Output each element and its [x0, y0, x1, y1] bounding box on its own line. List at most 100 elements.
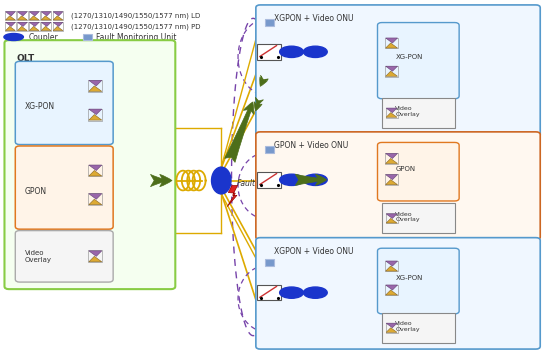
- Polygon shape: [89, 165, 102, 171]
- Text: (1270/1310/1490/1550/1577 nm) LD: (1270/1310/1490/1550/1577 nm) LD: [71, 13, 200, 19]
- Polygon shape: [385, 175, 397, 179]
- Polygon shape: [385, 38, 397, 43]
- Polygon shape: [385, 43, 397, 48]
- Text: Coupler: Coupler: [29, 33, 59, 41]
- Polygon shape: [5, 27, 15, 30]
- Bar: [257, 44, 281, 59]
- Bar: [5, 11, 16, 20]
- Text: OLT: OLT: [17, 54, 35, 63]
- Polygon shape: [5, 16, 15, 20]
- Polygon shape: [386, 108, 397, 113]
- Bar: [83, 34, 92, 40]
- FancyBboxPatch shape: [15, 230, 113, 282]
- FancyBboxPatch shape: [377, 248, 459, 314]
- Polygon shape: [89, 171, 102, 176]
- Polygon shape: [385, 266, 397, 271]
- Polygon shape: [227, 185, 237, 207]
- FancyBboxPatch shape: [15, 61, 113, 144]
- Bar: [17, 11, 28, 20]
- FancyBboxPatch shape: [377, 142, 459, 201]
- FancyBboxPatch shape: [15, 146, 113, 229]
- Bar: [41, 22, 51, 31]
- Polygon shape: [386, 328, 397, 332]
- Polygon shape: [89, 251, 102, 256]
- Text: Fault: Fault: [236, 179, 255, 188]
- Bar: [5, 22, 16, 31]
- Text: WDM Filter and Interface: WDM Filter and Interface: [29, 40, 124, 49]
- Polygon shape: [17, 27, 27, 30]
- Polygon shape: [17, 22, 27, 27]
- Polygon shape: [89, 109, 102, 115]
- Polygon shape: [41, 27, 51, 30]
- Polygon shape: [385, 71, 397, 76]
- Bar: [29, 11, 40, 20]
- Text: XG-PON: XG-PON: [25, 102, 55, 111]
- Polygon shape: [89, 194, 102, 199]
- Text: (1270/1310/1490/1550/1577 nm) PD: (1270/1310/1490/1550/1577 nm) PD: [71, 23, 201, 30]
- Bar: [382, 204, 455, 233]
- FancyBboxPatch shape: [256, 132, 540, 240]
- Polygon shape: [385, 261, 397, 266]
- Polygon shape: [385, 179, 397, 185]
- Bar: [385, 261, 398, 272]
- Text: XGPON + Video ONU: XGPON + Video ONU: [274, 14, 353, 23]
- Ellipse shape: [304, 174, 327, 185]
- Text: Fault Monitoring Unit: Fault Monitoring Unit: [96, 33, 177, 41]
- Polygon shape: [89, 80, 102, 86]
- Text: Video
Overlay: Video Overlay: [25, 250, 52, 263]
- Bar: [382, 98, 455, 128]
- Polygon shape: [385, 290, 397, 295]
- Polygon shape: [53, 22, 63, 27]
- Bar: [257, 172, 281, 188]
- Ellipse shape: [304, 46, 327, 57]
- Bar: [385, 174, 398, 185]
- Polygon shape: [53, 27, 63, 30]
- Polygon shape: [386, 323, 397, 328]
- Polygon shape: [17, 12, 27, 16]
- Ellipse shape: [304, 287, 327, 298]
- Bar: [257, 285, 281, 301]
- Polygon shape: [89, 115, 102, 120]
- Text: Video
Overlay: Video Overlay: [395, 321, 420, 332]
- Polygon shape: [29, 16, 39, 20]
- Bar: [385, 323, 397, 333]
- Text: XG-PON: XG-PON: [395, 275, 423, 281]
- Polygon shape: [386, 214, 397, 218]
- Polygon shape: [386, 218, 397, 223]
- Polygon shape: [89, 199, 102, 205]
- Polygon shape: [5, 12, 15, 16]
- Bar: [264, 259, 274, 266]
- Text: GPON + Video ONU: GPON + Video ONU: [274, 141, 348, 150]
- Polygon shape: [29, 27, 39, 30]
- Text: Video
Overlay: Video Overlay: [395, 106, 420, 116]
- Bar: [53, 11, 63, 20]
- Ellipse shape: [280, 174, 304, 185]
- Bar: [88, 193, 102, 205]
- Polygon shape: [41, 12, 51, 16]
- Polygon shape: [29, 12, 39, 16]
- FancyBboxPatch shape: [4, 40, 175, 289]
- FancyBboxPatch shape: [256, 238, 540, 349]
- Bar: [385, 213, 397, 223]
- Bar: [53, 22, 63, 31]
- Polygon shape: [89, 256, 102, 262]
- Text: Video
Overlay: Video Overlay: [395, 212, 420, 222]
- Bar: [29, 22, 40, 31]
- Text: GPON: GPON: [395, 166, 416, 172]
- Polygon shape: [385, 159, 397, 164]
- Text: XG-PON: XG-PON: [395, 54, 423, 60]
- Ellipse shape: [4, 34, 23, 41]
- FancyBboxPatch shape: [377, 23, 459, 99]
- Polygon shape: [17, 16, 27, 20]
- Ellipse shape: [211, 167, 231, 194]
- Bar: [385, 285, 398, 296]
- Bar: [41, 11, 51, 20]
- Ellipse shape: [280, 287, 304, 298]
- Polygon shape: [385, 285, 397, 290]
- Bar: [385, 66, 398, 77]
- Bar: [88, 165, 102, 176]
- Polygon shape: [53, 16, 63, 20]
- Polygon shape: [5, 22, 15, 27]
- Polygon shape: [41, 16, 51, 20]
- Bar: [88, 80, 102, 92]
